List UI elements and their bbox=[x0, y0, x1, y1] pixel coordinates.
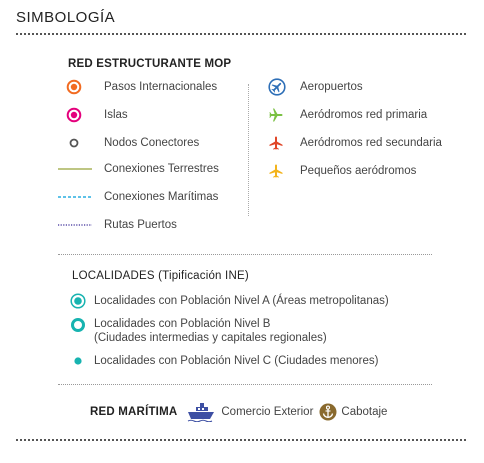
anchor-icon bbox=[319, 403, 337, 421]
legend-item-islas: Islas bbox=[66, 107, 128, 123]
plane-icon bbox=[269, 164, 283, 178]
plane-icon bbox=[269, 108, 283, 122]
legend-item-label: Conexiones Terrestres bbox=[104, 163, 219, 175]
legend-item-nivel-c: Localidades con Población Nivel C (Ciuda… bbox=[70, 353, 378, 369]
teal-double-ring-icon bbox=[70, 293, 86, 309]
magenta-ring-icon bbox=[66, 107, 82, 123]
title-divider bbox=[16, 33, 466, 35]
localidades-heading: LOCALIDADES (Tipificación INE) bbox=[72, 270, 249, 282]
legend-item-conexiones-maritimas: Conexiones Marítimas bbox=[58, 191, 218, 203]
plane-icon bbox=[269, 136, 283, 150]
legend-item-aerodromos-primaria: Aeródromos red primaria bbox=[268, 107, 427, 123]
legend-item-nodos-conectores: Nodos Conectores bbox=[66, 135, 199, 151]
legend-item-sublabel: (Ciudades intermedias y capitales region… bbox=[94, 332, 327, 344]
cyan-dashed-line-icon bbox=[58, 196, 92, 198]
legend-item-label: Pasos Internacionales bbox=[104, 81, 218, 93]
teal-dot-icon bbox=[74, 357, 82, 365]
legend-item-label: Aeródromos red primaria bbox=[300, 109, 428, 121]
bottom-divider bbox=[16, 439, 466, 441]
legend-item-nivel-b: Localidades con Población Nivel B (Ciuda… bbox=[70, 317, 327, 345]
purple-dotted-line-icon bbox=[58, 224, 92, 226]
legend-item-label: Localidades con Población Nivel B bbox=[94, 318, 271, 330]
grey-ring-icon bbox=[69, 138, 79, 148]
legend-item-label: Islas bbox=[104, 109, 128, 121]
legend-item-rutas-puertos: Rutas Puertos bbox=[58, 219, 177, 231]
olive-line-icon bbox=[58, 168, 92, 170]
legend-item-label: Aeródromos red secundaria bbox=[300, 137, 442, 149]
legend-item-label: Pequeños aeródromos bbox=[300, 165, 417, 177]
legend-item-label: Localidades con Población Nivel A (Áreas… bbox=[94, 295, 389, 307]
legend-item-aeropuertos: Aeropuertos bbox=[268, 78, 363, 96]
mop-heading: RED ESTRUCTURANTE MOP bbox=[68, 58, 232, 70]
legend-title: SIMBOLOGÍA bbox=[16, 9, 116, 26]
legend-item-label: Rutas Puertos bbox=[104, 219, 177, 231]
maritima-heading: RED MARÍTIMA bbox=[90, 406, 178, 418]
legend-item-pequenos-aerodromos: Pequeños aeródromos bbox=[268, 163, 416, 179]
legend-item-nivel-a: Localidades con Población Nivel A (Áreas… bbox=[70, 293, 389, 309]
ship-icon bbox=[188, 403, 215, 422]
maritima-item-label: Cabotaje bbox=[341, 406, 388, 418]
section-divider bbox=[58, 384, 432, 385]
legend-item-conexiones-terrestres: Conexiones Terrestres bbox=[58, 163, 219, 175]
maritima-item-label: Comercio Exterior bbox=[221, 406, 314, 418]
airport-circle-icon bbox=[268, 78, 286, 96]
legend-item-label: Localidades con Población Nivel C (Ciuda… bbox=[94, 355, 379, 367]
legend-item-label: Aeropuertos bbox=[300, 81, 363, 93]
legend-item-label: Nodos Conectores bbox=[104, 137, 200, 149]
orange-ring-icon bbox=[66, 79, 82, 95]
legend-item-aerodromos-secundaria: Aeródromos red secundaria bbox=[268, 135, 442, 151]
teal-ring-icon bbox=[71, 318, 85, 332]
legend-item-label: Conexiones Marítimas bbox=[104, 191, 219, 203]
legend-item-pasos-internacionales: Pasos Internacionales bbox=[66, 79, 217, 95]
maritima-row: RED MARÍTIMA Comercio Exterior Cabotaje bbox=[90, 402, 387, 422]
column-divider bbox=[248, 84, 249, 216]
section-divider bbox=[58, 254, 432, 255]
